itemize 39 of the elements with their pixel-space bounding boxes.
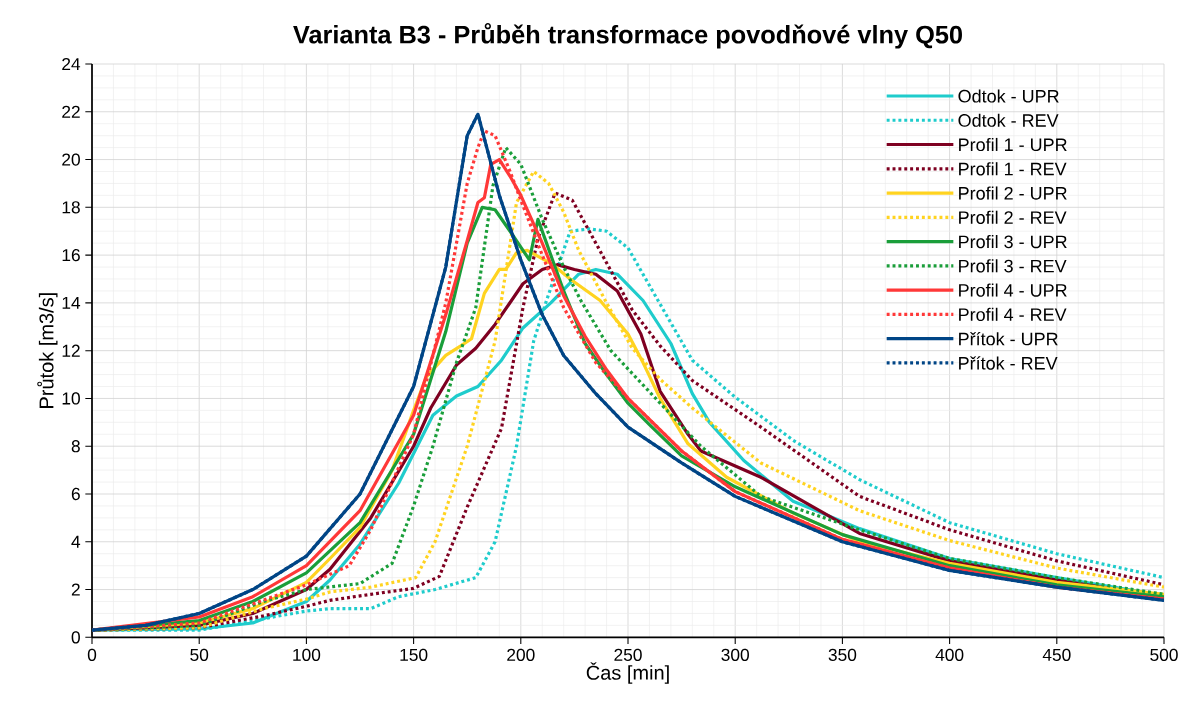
legend-label: Profil 3 - REV bbox=[959, 259, 1067, 273]
legend-label: Profil 2 - REV bbox=[959, 210, 1067, 224]
x-tick-label: 450 bbox=[1042, 648, 1071, 661]
legend-label: Odtok - UPR bbox=[958, 89, 1059, 103]
y-tick-label: 0 bbox=[71, 631, 80, 644]
y-tick-label: 6 bbox=[71, 487, 80, 501]
y-tick-label: 14 bbox=[62, 296, 81, 309]
x-tick-label: 150 bbox=[400, 648, 428, 661]
legend-label: Profil 4 - UPR bbox=[959, 283, 1067, 297]
y-tick-label: 20 bbox=[62, 153, 80, 166]
y-axis-title: Průtok [m3/s] bbox=[37, 293, 58, 408]
y-tick-label: 24 bbox=[62, 57, 81, 71]
y-tick-label: 16 bbox=[62, 248, 80, 262]
x-tick-label: 100 bbox=[293, 648, 321, 661]
y-tick-label: 8 bbox=[71, 440, 80, 453]
chart-title: Varianta B3 - Průběh transformace povodňové vlny Q50 bbox=[293, 23, 962, 49]
legend-label: Přítok - REV bbox=[959, 356, 1058, 370]
x-axis-title: Čas [min] bbox=[586, 662, 669, 684]
y-tick-label: 22 bbox=[62, 105, 80, 118]
x-tick-label: 500 bbox=[1150, 648, 1178, 661]
legend-label: Odtok - REV bbox=[958, 113, 1059, 127]
x-tick-label: 400 bbox=[935, 648, 964, 661]
y-tick-label: 2 bbox=[71, 583, 80, 596]
legend-label: Profil 4 - REV bbox=[959, 307, 1067, 321]
y-tick-label: 12 bbox=[62, 344, 80, 357]
x-tick-label: 300 bbox=[721, 648, 749, 661]
x-tick-label: 50 bbox=[190, 648, 209, 661]
y-tick-label: 18 bbox=[62, 201, 80, 214]
legend-label: Profil 1 - UPR bbox=[959, 137, 1067, 152]
x-tick-label: 200 bbox=[507, 648, 535, 661]
y-tick-label: 10 bbox=[62, 392, 80, 405]
x-tick-label: 350 bbox=[828, 648, 857, 661]
legend-label: Profil 3 - UPR bbox=[959, 234, 1067, 249]
x-tick-label: 0 bbox=[87, 648, 97, 661]
legend-label: Profil 2 - UPR bbox=[959, 186, 1067, 200]
y-tick-label: 4 bbox=[71, 535, 81, 548]
legend-label: Profil 1 - REV bbox=[959, 162, 1067, 176]
x-tick-label: 250 bbox=[614, 648, 642, 661]
legend-label: Přítok - UPR bbox=[959, 331, 1058, 346]
